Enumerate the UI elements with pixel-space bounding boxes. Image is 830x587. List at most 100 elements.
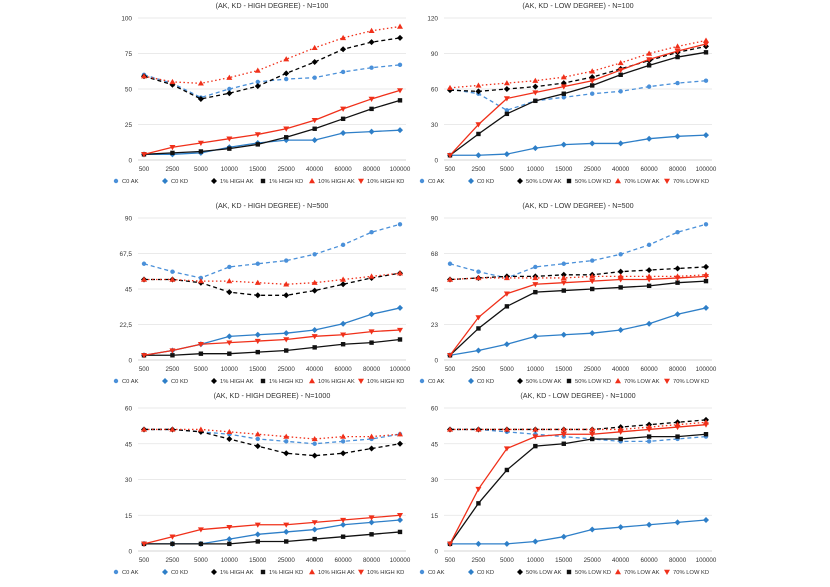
- legend-item: C0 AK: [113, 178, 139, 185]
- series-line: [449, 275, 707, 356]
- x-tick-label: 60000: [641, 557, 659, 564]
- x-tick-label: 2500: [166, 366, 180, 373]
- legend-label: C0 KD: [477, 570, 494, 576]
- x-tick-label: 10000: [221, 557, 239, 564]
- data-point: [646, 521, 653, 528]
- data-point: [255, 539, 260, 544]
- legend-label: C0 KD: [171, 179, 188, 185]
- data-point: [646, 63, 652, 68]
- x-tick-label: 500: [445, 166, 456, 173]
- data-point: [368, 273, 375, 279]
- data-point: [226, 333, 233, 340]
- series-50-low-ak: [447, 43, 709, 95]
- line-chart-2: (AK, KD - LOW DEGREE) - N=100 0 30 60 90 120 5…: [419, 1, 717, 185]
- data-point: [475, 88, 482, 95]
- legend-item: C0 AK: [113, 378, 139, 385]
- legend-marker: [419, 178, 425, 184]
- series-line: [449, 51, 707, 156]
- data-point: [674, 48, 681, 55]
- x-tick-label: 100000: [696, 166, 717, 173]
- line-chart-3: (AK, KD - HIGH DEGREE) - N=500 0 22,5 45 67,…: [113, 201, 411, 385]
- data-point: [312, 345, 317, 350]
- y-tick-label: 90: [431, 216, 439, 223]
- series-line: [144, 272, 401, 296]
- series-50-low-kd: [447, 432, 709, 547]
- data-point: [476, 269, 481, 274]
- data-point: [368, 515, 375, 521]
- legend-label: 50% LOW AK: [526, 179, 562, 185]
- x-tick-label: 2500: [166, 166, 180, 173]
- data-point: [589, 426, 596, 432]
- x-tick-label: 2500: [472, 166, 486, 173]
- data-point: [311, 334, 318, 340]
- data-point: [646, 439, 652, 444]
- legend-label: 10% HIGH KD: [367, 570, 404, 576]
- data-point: [646, 273, 653, 279]
- data-point: [560, 274, 567, 281]
- legend-marker: [162, 178, 168, 184]
- series-line: [449, 45, 707, 93]
- series-line: [450, 428, 707, 443]
- data-point: [618, 436, 623, 442]
- data-point: [227, 351, 232, 356]
- data-point: [560, 84, 567, 90]
- series-c0-ak: [447, 222, 709, 281]
- data-point: [532, 83, 539, 90]
- data-point: [226, 435, 233, 442]
- legend-marker: [615, 378, 621, 384]
- data-point: [254, 331, 261, 338]
- legend-label: C0 KD: [477, 379, 494, 385]
- y-tick-label: 60: [125, 406, 133, 413]
- series-10-high-kd: [141, 88, 403, 158]
- data-point: [476, 131, 481, 137]
- data-point: [254, 292, 261, 299]
- data-point: [590, 91, 595, 96]
- data-point: [504, 467, 510, 473]
- data-point: [560, 331, 567, 338]
- legend-item: 50% LOW KD: [566, 378, 611, 385]
- legend-label: 1% HIGH AK: [220, 179, 254, 185]
- legend-marker: [664, 569, 670, 575]
- legend-item: 10% HIGH KD: [358, 378, 404, 385]
- legend-label: 70% LOW AK: [624, 379, 660, 385]
- data-point: [255, 436, 260, 442]
- legend-label: C0 KD: [171, 379, 188, 385]
- y-tick-label: 120: [427, 16, 438, 23]
- data-point: [703, 304, 709, 311]
- data-point: [169, 145, 176, 151]
- x-tick-label: 2500: [472, 366, 486, 373]
- data-point: [590, 83, 595, 88]
- data-point: [226, 340, 233, 346]
- legend-label: C0 AK: [122, 179, 139, 185]
- data-point: [368, 39, 375, 46]
- series-10-high-ak: [141, 270, 403, 287]
- x-tick-label: 15000: [555, 166, 573, 173]
- data-point: [311, 137, 318, 144]
- legend-item: 70% LOW KD: [664, 378, 709, 385]
- data-point: [311, 452, 318, 459]
- x-tick-label: 10000: [527, 366, 545, 373]
- legend-marker: [468, 569, 474, 575]
- x-tick-label: 80000: [669, 366, 687, 373]
- data-point: [503, 446, 510, 452]
- series-line: [143, 37, 401, 100]
- data-point: [340, 106, 347, 112]
- y-tick-label: 23: [431, 322, 439, 329]
- legend-label: 70% LOW KD: [673, 379, 709, 385]
- series-c0-ak: [141, 62, 403, 100]
- data-point: [254, 531, 261, 538]
- data-point: [311, 327, 318, 334]
- legend-label: 1% HIGH AK: [220, 379, 254, 385]
- series-50-low-kd: [447, 50, 709, 158]
- data-point: [255, 79, 260, 85]
- data-point: [311, 44, 318, 51]
- legend-label: 70% LOW AK: [624, 179, 660, 185]
- data-point: [226, 74, 233, 80]
- data-point: [561, 261, 566, 266]
- data-point: [169, 426, 176, 432]
- data-point: [284, 76, 289, 82]
- legend-item: 50% LOW AK: [517, 378, 562, 385]
- data-point: [589, 273, 596, 279]
- line-chart-4: (AK, KD - LOW DEGREE) - N=500 0 23 45 68 90 50…: [419, 201, 717, 385]
- legend-marker: [517, 378, 523, 384]
